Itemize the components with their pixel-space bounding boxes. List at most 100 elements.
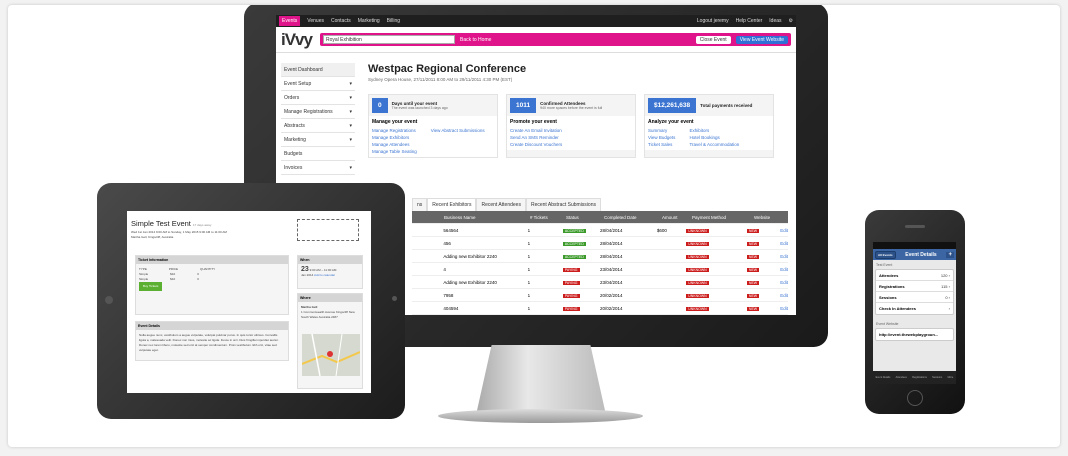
link-abstracts[interactable]: View Abstract Submissions [430, 128, 485, 133]
tab-recent-exhibitors[interactable]: Recent Exhibitors [427, 198, 477, 211]
tab-partial[interactable]: ns [412, 198, 428, 211]
map-pin-icon [327, 351, 333, 357]
event-select[interactable]: Royal Exhibition [322, 35, 455, 44]
tab-more[interactable]: More [947, 376, 954, 379]
edit-link[interactable]: Edit [780, 227, 788, 233]
nav-venues[interactable]: Venues [307, 18, 324, 24]
website-badge: NEW [746, 254, 760, 259]
edit-link[interactable]: Edit [780, 292, 788, 298]
all-events-button[interactable]: All Events [875, 250, 896, 259]
link-manage-attendees[interactable]: Manage Attendees [372, 142, 410, 147]
link-email-invitation[interactable]: Create An Email Invitation [510, 128, 562, 133]
sidebar-item-registrations[interactable]: Manage Registrations ▾ [281, 105, 355, 119]
tab-attendees[interactable]: Attendees [895, 376, 907, 379]
sidebar-item-dashboard[interactable]: Event Dashboard [281, 63, 355, 77]
sidebar-item-invoices[interactable]: Invoices ▾ [281, 161, 355, 175]
tickets: 1 [527, 253, 531, 259]
status-badge: ACCEPTED [562, 241, 586, 246]
days-card: 0 Days until your event The event was laun… [368, 94, 498, 158]
table-row: 404594 1 PAYING 20/02/2014 UNKNOWN NEW E… [412, 302, 788, 315]
link-discount-vouchers[interactable]: Create Discount Vouchers [510, 142, 563, 147]
link-manage-registrations[interactable]: Manage Registrations [372, 128, 416, 133]
link-ticket-sales[interactable]: Ticket Sales [648, 142, 673, 147]
location-map[interactable] [301, 333, 361, 377]
nav-billing[interactable]: Billing [386, 18, 401, 24]
tab-sessions[interactable]: Sessions [932, 376, 943, 379]
sidebar-item-budgets[interactable]: Budgets [281, 147, 355, 161]
edit-link[interactable]: Edit [780, 266, 788, 272]
sidebar-item-marketing[interactable]: Marketing ▾ [281, 133, 355, 147]
payment-badge: UNKNOWN [686, 267, 709, 272]
table-row: Adding new Exhibitor 2240 1 ACCEPTED 28/… [412, 250, 788, 263]
recent-tabs: ns Recent Exhibitors Recent Attendees Re… [412, 198, 601, 211]
placeholder-box [297, 219, 359, 241]
status-bar [873, 242, 956, 249]
tablet-device: Simple Test Event 17 days away Wed 1st J… [97, 183, 405, 419]
monitor-stand [476, 345, 606, 415]
row-attendees[interactable]: Attendees 120 › [876, 270, 953, 281]
link-exhibitors[interactable]: Exhibitors [689, 128, 710, 133]
gear-icon[interactable]: ⚙ [788, 18, 793, 24]
caret-icon: ▾ [349, 165, 352, 171]
top-nav: Events Venues Contacts Marketing Billing… [276, 15, 796, 27]
nav-events[interactable]: Events [279, 16, 301, 26]
edit-link[interactable]: Edit [780, 240, 788, 246]
status-badge: PAYING [562, 306, 580, 311]
link-travel[interactable]: Travel & Accommodation [689, 142, 740, 147]
row-sessions[interactable]: Sessions 0 › [876, 292, 953, 303]
tab-recent-abstracts[interactable]: Recent Abstract Submissions [525, 198, 601, 211]
completed-date: 28/04/2014 [600, 227, 623, 233]
link-budgets[interactable]: View Budgets [648, 135, 676, 140]
status-badge: ACCEPTED [562, 254, 586, 259]
edit-link[interactable]: Edit [780, 253, 788, 259]
website-url[interactable]: http://event.thewebplaygroun... [879, 332, 939, 337]
amount: $600 [656, 227, 667, 233]
edit-link[interactable]: Edit [780, 305, 788, 311]
completed-date: 20/02/2014 [600, 305, 623, 311]
link-summary[interactable]: Summary [648, 128, 668, 133]
sidebar-item-setup[interactable]: Event Setup ▾ [281, 77, 355, 91]
link-sms-reminder[interactable]: Send An SMS Reminder [510, 135, 559, 140]
showcase-frame: Events Venues Contacts Marketing Billing… [8, 5, 1060, 447]
edit-link[interactable]: Edit [780, 279, 788, 285]
website-badge: NEW [746, 280, 760, 285]
ideas-link[interactable]: Ideas [769, 18, 782, 24]
nav-contacts[interactable]: Contacts [330, 18, 351, 24]
desktop-screen: Events Venues Contacts Marketing Billing… [276, 15, 796, 315]
table-row: 564564 1 ACCEPTED 28/04/2014 $600 UNKNOW… [412, 224, 788, 237]
status-badge: ACCEPTED [562, 228, 586, 233]
link-table-seating[interactable]: Manage Table Seating [372, 149, 417, 154]
add-icon[interactable]: + [946, 251, 954, 258]
completed-date: 23/04/2014 [600, 266, 623, 272]
row-registrations[interactable]: Registrations 115 › [876, 281, 953, 292]
days-count: 0 [372, 98, 388, 113]
sidebar-item-abstracts[interactable]: Abstracts ▾ [281, 119, 355, 133]
buy-tickets-button[interactable]: Buy Tickets [139, 282, 163, 291]
help-link[interactable]: Help Center [735, 18, 763, 24]
tickets: 1 [527, 292, 531, 298]
view-event-website-button[interactable]: View Event Website [735, 35, 788, 44]
payment-badge: UNKNOWN [686, 241, 709, 246]
attendees-card: 1011 Confirmed Attendees 940 more spaces b… [506, 94, 636, 158]
desktop-monitor: Events Venues Contacts Marketing Billing… [244, 5, 828, 347]
link-hotel-bookings[interactable]: Hotel Bookings [689, 135, 720, 140]
link-manage-exhibitors[interactable]: Manage Exhibitors [372, 135, 410, 140]
page-title: Westpac Regional Conference [368, 63, 527, 75]
row-check-in[interactable]: Check In Attendees › [879, 306, 950, 311]
back-to-home-link[interactable]: Back to Home [459, 36, 492, 43]
close-event-button[interactable]: Close Event [695, 35, 731, 44]
logout-link[interactable]: Logout jeremy [696, 18, 729, 24]
tickets: 1 [527, 305, 531, 311]
caret-icon: ▾ [349, 109, 352, 115]
completed-date: 28/04/2014 [600, 253, 623, 259]
tab-event-details[interactable]: Event Details [875, 376, 891, 379]
sidebar-item-orders[interactable]: Orders ▾ [281, 91, 355, 105]
payments-card: $12,261,638 Total payments received Analy… [644, 94, 774, 158]
tab-recent-attendees[interactable]: Recent Attendees [476, 198, 526, 211]
business-name: Adding new Exhibitor 2240 [443, 279, 497, 285]
nav-marketing[interactable]: Marketing [357, 18, 380, 24]
when-section: When 23 9:00 AM – 11:00 AM Jan 2014 Add t… [297, 255, 363, 289]
tab-registrations[interactable]: Registrations [912, 376, 927, 379]
add-calendar-link[interactable]: Add to calendar [314, 273, 336, 277]
status-badge: PAYING [562, 280, 580, 285]
